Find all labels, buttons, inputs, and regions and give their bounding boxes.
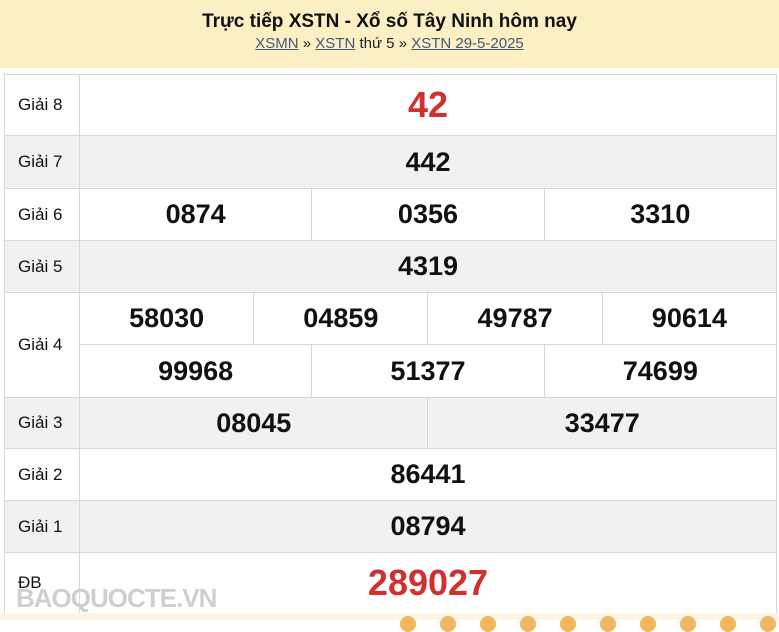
prize-label: Giải 8 [4,74,80,136]
watermark: BAOQUOCTE.VN [16,583,217,613]
ball-icon [720,616,736,632]
prize-number: 08045 [78,397,429,449]
prize-label: ĐB [4,552,80,614]
prize-label: Giải 6 [4,188,80,241]
prize-label: Giải 1 [4,500,80,553]
prize-number: 86441 [79,448,777,501]
ball-icon [520,616,536,632]
prize-number: 04859 [253,292,429,345]
prize-row-8: Giải 8 42 [4,74,777,136]
xsmn-link[interactable]: XSMN [255,35,299,52]
prize-row-3: Giải 3 08045 33477 [4,397,777,449]
prize-row-4: Giải 4 58030 04859 49787 90614 [4,292,778,398]
prize-label: Giải 7 [4,135,80,189]
prize-number: 99968 [78,344,313,398]
prize-row-4b: 99968 51377 74699 [5,344,778,398]
ball-icon [400,616,416,632]
prize-row-5: Giải 5 4319 [4,240,777,293]
prize-number: 74699 [543,344,778,398]
xstn-link[interactable]: XSTN [315,35,356,52]
ball-icon [760,616,776,632]
prize-number: 42 [79,74,777,136]
prize-label: Giải 5 [4,240,80,293]
page-header: Trực tiếp XSTN - Xổ số Tây Ninh hôm nay … [0,0,779,68]
weekday-text: thứ 5 [359,35,395,52]
prize-row-2: Giải 2 86441 [4,448,777,501]
ball-icon [680,616,696,632]
page-title: Trực tiếp XSTN - Xổ số Tây Ninh hôm nay [202,11,577,32]
prize-number: 0874 [78,188,313,241]
prize-number: 442 [79,135,777,189]
prize-number: 33477 [427,397,777,449]
prize-number: 51377 [311,344,545,398]
ball-icon [480,616,496,632]
prize-row-special: ĐB 289027 [4,552,777,614]
xstn-date-link[interactable]: XSTN 29-5-2025 [411,35,524,52]
prize-number: 08794 [79,500,777,553]
ball-icon [600,616,616,632]
separator: » [302,35,312,52]
prize-label: Giải 2 [4,448,80,501]
prize-row-1: Giải 1 08794 [4,500,777,553]
prize-row-7: Giải 7 442 [4,135,777,189]
prize-row-6: Giải 6 0874 0356 3310 [4,188,778,241]
results-table: Giải 8 42 Giải 7 442 Giải 6 0874 0356 3310 Gi… [4,74,778,614]
prize-number: 0356 [311,188,545,241]
special-prize-number: 289027 [79,552,777,614]
prize-number: 3310 [543,188,778,241]
ball-icon [640,616,656,632]
prize-number: 58030 [78,292,255,345]
prize-number: 90614 [601,292,778,345]
ball-icon [440,616,456,632]
prize-label: Giải 4 [4,292,80,398]
prize-number: 49787 [427,292,603,345]
separator: » [398,35,408,52]
prize-number: 4319 [79,240,777,293]
footer-strip [0,613,779,620]
breadcrumb: XSMN » XSTN thứ 5 » XSTN 29-5-2025 [0,34,779,54]
ball-icon [560,616,576,632]
prize-label: Giải 3 [4,397,80,449]
